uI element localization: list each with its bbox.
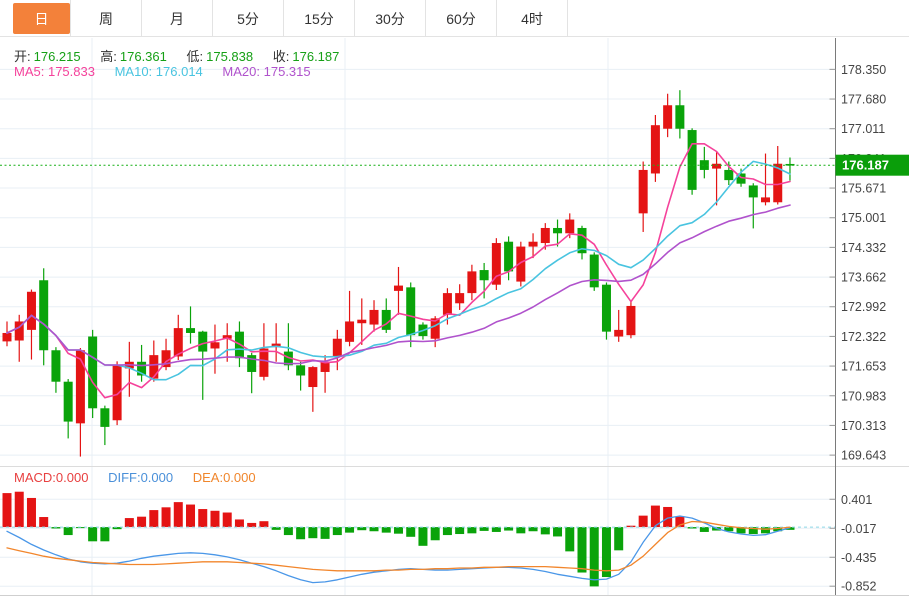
tab-30min-label: 30分 — [375, 10, 405, 27]
tab-15min-label: 15分 — [304, 10, 334, 27]
low-label: 低: — [186, 49, 204, 64]
ma5-label: MA5: — [14, 64, 45, 79]
tab-60min[interactable]: 60分 — [426, 0, 497, 37]
ma20-value: 175.315 — [263, 64, 311, 79]
open-label: 开: — [14, 49, 31, 64]
svg-text:172.992: 172.992 — [841, 300, 886, 314]
open-value: 176.215 — [33, 49, 81, 64]
tab-60min-label: 60分 — [446, 10, 476, 27]
tab-5min-label: 5分 — [237, 10, 259, 27]
ma10-value: 176.014 — [155, 64, 203, 79]
macd-label: MACD: — [14, 470, 56, 485]
svg-text:177.680: 177.680 — [841, 93, 886, 107]
dea-value: 0.000 — [223, 470, 256, 485]
svg-text:171.653: 171.653 — [841, 360, 886, 374]
ma-readout: MA5: 175.833 MA10: 176.014 MA20: 175.315 — [14, 64, 327, 79]
ma10-label: MA10: — [114, 64, 153, 79]
svg-text:172.322: 172.322 — [841, 330, 886, 344]
svg-text:170.983: 170.983 — [841, 389, 886, 403]
timeframe-tabbar: 日 周 月 5分 15分 30分 60分 4时 — [0, 0, 909, 37]
diff-value: 0.000 — [140, 470, 174, 485]
current-price-tag-text: 176.187 — [842, 158, 889, 173]
tab-30min[interactable]: 30分 — [355, 0, 426, 37]
tab-15min[interactable]: 15分 — [284, 0, 355, 37]
svg-text:177.011: 177.011 — [841, 122, 885, 136]
low-value: 175.838 — [206, 49, 254, 64]
svg-text:175.671: 175.671 — [841, 182, 886, 196]
tab-5min[interactable]: 5分 — [213, 0, 284, 37]
high-value: 176.361 — [119, 49, 167, 64]
close-label: 收: — [272, 49, 290, 64]
svg-text:-0.435: -0.435 — [841, 551, 876, 565]
ma20-label: MA20: — [222, 64, 260, 79]
svg-text:174.332: 174.332 — [841, 241, 886, 255]
high-label: 高: — [100, 49, 117, 64]
macd-readout: MACD:0.000 DIFF:0.000 DEA:0.000 — [14, 470, 272, 485]
tab-month-label: 月 — [170, 10, 184, 27]
tab-day-label: 日 — [13, 3, 70, 34]
ohlc-readout: 开: 176.215 高: 176.361 低: 175.838 收: 176.187 — [14, 46, 355, 65]
tab-4hour[interactable]: 4时 — [497, 0, 568, 37]
tab-day[interactable]: 日 — [0, 0, 71, 37]
macd-value: 0.000 — [55, 470, 89, 485]
tab-month[interactable]: 月 — [142, 0, 213, 37]
dea-label: DEA: — [192, 470, 224, 485]
tab-week-label: 周 — [99, 10, 113, 27]
svg-text:-0.852: -0.852 — [841, 580, 876, 594]
tab-week[interactable]: 周 — [71, 0, 142, 37]
svg-text:178.350: 178.350 — [841, 63, 886, 77]
svg-text:169.643: 169.643 — [841, 449, 886, 463]
close-value: 176.187 — [292, 49, 340, 64]
ma5-value: 175.833 — [47, 64, 95, 79]
svg-text:170.313: 170.313 — [841, 419, 886, 433]
current-price-tag — [835, 154, 909, 176]
svg-text:-0.017: -0.017 — [841, 522, 876, 536]
tab-4hour-label: 4时 — [521, 10, 543, 27]
svg-text:175.001: 175.001 — [841, 211, 886, 225]
diff-label: DIFF: — [108, 470, 141, 485]
svg-text:173.662: 173.662 — [841, 271, 886, 285]
svg-text:0.401: 0.401 — [841, 493, 872, 507]
